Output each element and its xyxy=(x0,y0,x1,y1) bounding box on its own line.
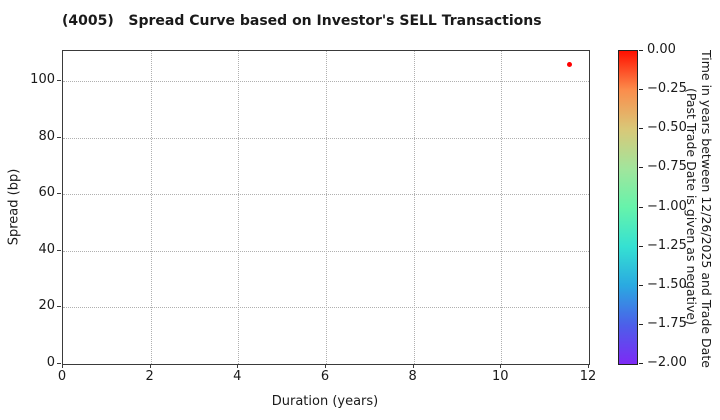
ytick-mark-40 xyxy=(57,249,61,251)
ytick-mark-60 xyxy=(57,193,61,195)
xtick-mark-0 xyxy=(62,364,63,368)
y-axis-label: Spread (bp) xyxy=(6,168,22,246)
ytick-label-100: 100 xyxy=(30,71,55,87)
colorbar-axis-label-line1: Time in years between 12/26/2025 and Tra… xyxy=(699,50,714,368)
colorbar-tick-150 xyxy=(639,284,643,286)
colorbar-tick-075 xyxy=(639,167,643,169)
gridline-x4 xyxy=(238,51,240,364)
colorbar-tick-label-150: −1.50 xyxy=(647,276,687,292)
colorbar-tick-label-075: −0.75 xyxy=(647,159,687,175)
colorbar-gradient xyxy=(618,50,638,365)
colorbar-tick-050 xyxy=(639,128,643,130)
xtick-mark-4 xyxy=(237,364,239,368)
colorbar-tick-label-175: −1.75 xyxy=(647,315,687,331)
gridline-x6 xyxy=(326,51,327,364)
scatter-point xyxy=(566,61,572,67)
xtick-mark-6 xyxy=(325,364,326,368)
ytick-mark-0 xyxy=(57,363,61,364)
xtick-mark-8 xyxy=(412,364,414,368)
chart-title: (4005) Spread Curve based on Investor's … xyxy=(62,13,542,29)
colorbar-tick-200 xyxy=(639,363,643,364)
xtick-label-8: 8 xyxy=(408,369,417,384)
colorbar-tick-label-0: 0.00 xyxy=(647,42,676,57)
colorbar-tick-025 xyxy=(639,89,643,91)
xtick-mark-12 xyxy=(588,364,589,368)
ytick-label-20: 20 xyxy=(38,298,55,314)
ytick-label-0: 0 xyxy=(46,355,55,370)
plot-area xyxy=(62,50,590,365)
colorbar-tick-label-050: −0.50 xyxy=(647,120,687,136)
colorbar-tick-label-025: −0.25 xyxy=(647,81,687,97)
xtick-label-12: 12 xyxy=(579,369,597,384)
ytick-label-60: 60 xyxy=(38,185,55,201)
x-axis-label: Duration (years) xyxy=(271,394,379,409)
colorbar-tick-label-100: −1.00 xyxy=(647,198,687,214)
colorbar-axis-label-line2: (Past Trade Date is given as negative) xyxy=(684,88,699,325)
ytick-mark-20 xyxy=(57,306,61,308)
colorbar-tick-label-200: −2.00 xyxy=(647,355,687,370)
xtick-label-0: 0 xyxy=(57,369,67,384)
xtick-mark-10 xyxy=(500,364,502,368)
xtick-label-4: 4 xyxy=(233,369,242,384)
colorbar-axis-label: Time in years between 12/26/2025 and Tra… xyxy=(684,50,714,368)
colorbar-tick-125 xyxy=(639,245,643,247)
colorbar-tick-label-125: −1.25 xyxy=(647,237,687,253)
xtick-label-10: 10 xyxy=(492,369,509,384)
xtick-mark-2 xyxy=(149,364,151,368)
gridline-x10 xyxy=(501,51,503,364)
xtick-label-2: 2 xyxy=(145,369,154,384)
colorbar-tick-100 xyxy=(639,206,643,208)
ytick-mark-100 xyxy=(57,79,61,81)
colorbar-tick-175 xyxy=(639,323,643,325)
colorbar-tick-0 xyxy=(639,50,643,51)
xtick-label-6: 6 xyxy=(320,369,330,384)
ytick-label-80: 80 xyxy=(38,128,55,144)
gridline-x2 xyxy=(150,51,152,364)
ytick-label-40: 40 xyxy=(38,241,55,257)
ytick-mark-80 xyxy=(57,136,61,138)
gridline-x8 xyxy=(413,51,415,364)
